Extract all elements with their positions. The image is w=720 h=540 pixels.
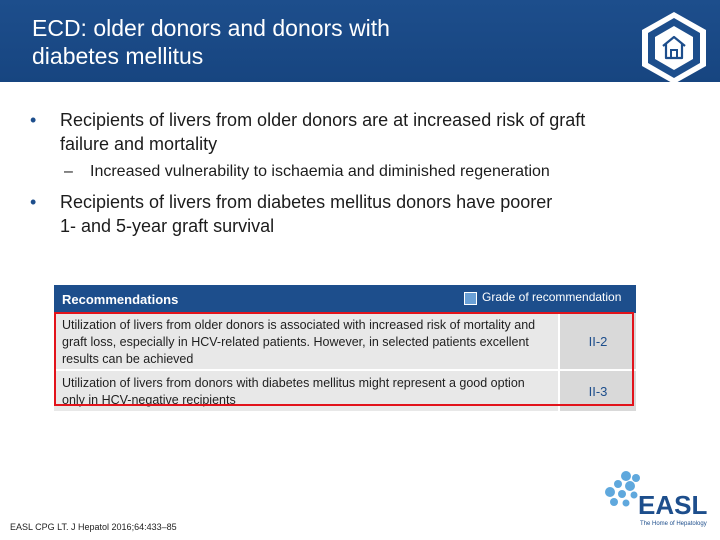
recommendation-row: Utilization of livers from older donors … <box>54 313 636 371</box>
recommendation-grade: II-2 <box>558 313 636 369</box>
slide-title-line-1: ECD: older donors and donors with <box>32 15 390 41</box>
bullet-text-line: 1- and 5-year graft survival <box>60 216 275 236</box>
bullet-item: • Recipients of livers from diabetes mel… <box>28 190 688 238</box>
easl-logo: EASL The Home of Hepatology <box>598 468 712 532</box>
recommendation-text: Utilization of livers from donors with d… <box>62 376 525 407</box>
slide-title-line-2: diabetes mellitus <box>32 43 204 69</box>
sub-bullet-dash: – <box>64 163 73 180</box>
home-icon <box>642 12 706 84</box>
bullet-item: • Recipients of livers from older donors… <box>28 108 688 156</box>
grade-legend-swatch <box>464 292 477 305</box>
bullet-text-line: Recipients of livers from older donors a… <box>60 110 586 130</box>
home-button[interactable] <box>636 10 712 86</box>
sub-bullet-text: Increased vulnerability to ischaemia and… <box>90 163 550 180</box>
title-bar: ECD: older donors and donors with diabet… <box>0 0 720 84</box>
recommendations-header: Recommendations Grade of recommendation <box>54 285 636 313</box>
slide-title: ECD: older donors and donors with diabet… <box>32 14 592 70</box>
bullet-dot: • <box>30 110 37 130</box>
logo-wordmark: EASL <box>638 490 707 520</box>
citation-footer: EASL CPG LT. J Hepatol 2016;64:433–85 <box>10 522 177 532</box>
grade-legend-label: Grade of recommendation <box>482 290 622 304</box>
recommendation-grade: II-3 <box>558 371 636 411</box>
logo-dots <box>605 471 640 507</box>
logo-tagline: The Home of Hepatology <box>640 521 707 527</box>
bullet-text-line: Recipients of livers from diabetes melli… <box>60 192 553 212</box>
recommendations-title: Recommendations <box>62 292 179 307</box>
recommendation-row: Utilization of livers from donors with d… <box>54 371 636 413</box>
bullet-dot: • <box>30 192 37 212</box>
recommendation-text: Utilization of livers from older donors … <box>62 318 536 366</box>
easl-logo-mark: EASL The Home of Hepatology <box>605 471 707 527</box>
bullet-text-line: failure and mortality <box>60 134 218 154</box>
bullet-list: • Recipients of livers from older donors… <box>28 108 688 244</box>
recommendations-table: Recommendations Grade of recommendation … <box>54 285 636 413</box>
sub-bullet-item: – Increased vulnerability to ischaemia a… <box>28 162 688 182</box>
